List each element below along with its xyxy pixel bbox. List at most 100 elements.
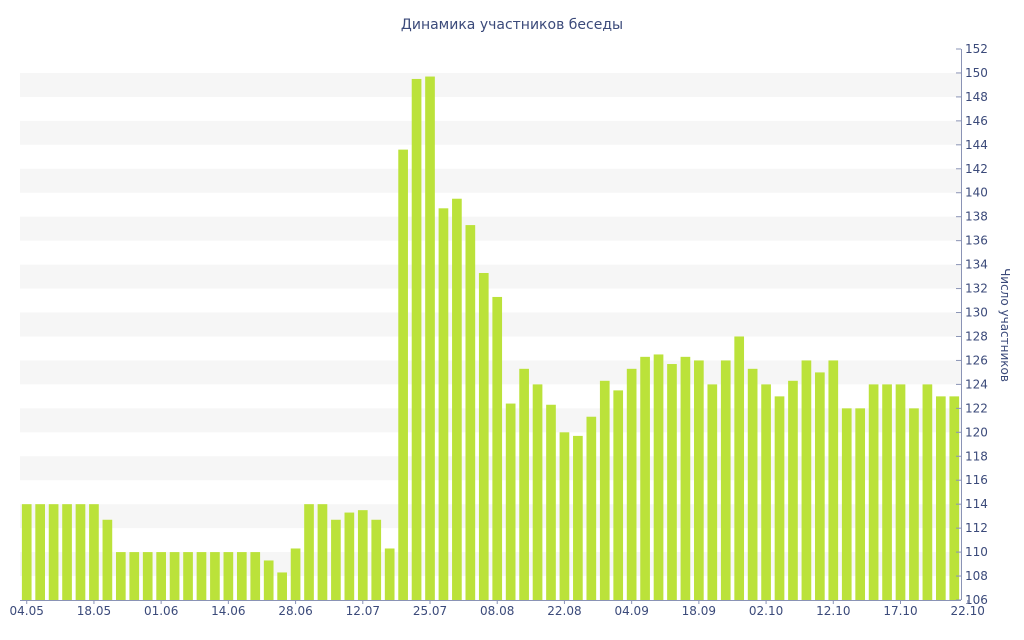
y-tick-label: 122 <box>965 401 988 415</box>
grid-band <box>20 120 961 145</box>
bar <box>48 504 59 600</box>
bar <box>882 384 892 600</box>
bar <box>142 552 153 600</box>
y-tick-label: 138 <box>965 210 988 224</box>
x-tick-label: 18.09 <box>682 604 716 618</box>
bar <box>909 408 919 600</box>
y-tick-label: 136 <box>965 234 988 248</box>
bar <box>223 552 234 600</box>
bar <box>465 225 476 600</box>
bar <box>357 510 368 600</box>
bar <box>788 380 798 600</box>
bar <box>546 404 556 600</box>
y-tick-label: 152 <box>965 42 988 56</box>
x-tick-label: 22.08 <box>547 604 581 618</box>
bar <box>102 519 113 600</box>
bar <box>841 408 852 600</box>
y-tick-label: 112 <box>965 521 988 535</box>
bar <box>626 368 637 600</box>
bar <box>519 368 529 600</box>
bar <box>21 504 32 600</box>
bar <box>922 384 933 600</box>
grid-band <box>20 72 961 97</box>
y-tick-label: 132 <box>965 282 988 296</box>
x-tick-label: 17.10 <box>883 604 917 618</box>
y-tick-label: 150 <box>965 66 988 80</box>
y-tick-label: 146 <box>965 114 988 128</box>
bar <box>801 360 812 600</box>
bar <box>317 504 328 600</box>
bar <box>304 504 314 600</box>
bar <box>653 354 664 600</box>
x-tick-label: 18.05 <box>77 604 111 618</box>
bar <box>936 396 946 600</box>
y-tick-label: 124 <box>965 377 988 391</box>
y-tick-label: 144 <box>965 138 988 152</box>
y-tick-label: 142 <box>965 162 988 176</box>
bar <box>949 396 960 600</box>
chart-title: Динамика участников беседы <box>401 17 623 33</box>
bar <box>371 519 382 600</box>
bar <box>250 552 261 600</box>
bar <box>505 403 516 600</box>
bar <box>438 208 449 600</box>
x-tick-label: 08.08 <box>480 604 514 618</box>
bar-series <box>21 76 960 601</box>
bar <box>344 512 355 600</box>
bar <box>855 408 866 600</box>
x-tick-label: 14.06 <box>211 604 245 618</box>
bar <box>774 396 785 600</box>
bar <box>667 364 677 600</box>
bar <box>331 519 341 600</box>
bar <box>75 504 86 600</box>
y-tick-label: 108 <box>965 569 988 583</box>
y-axis: 106 108 110 112 114 116 118 120 122 124 126 128 130 1… <box>956 42 988 607</box>
bar <box>492 296 503 600</box>
x-tick-label: 28.06 <box>278 604 312 618</box>
y-tick-label: 110 <box>965 545 988 559</box>
bar <box>747 368 758 600</box>
x-tick-label: 04.09 <box>614 604 648 618</box>
y-tick-label: 134 <box>965 258 988 272</box>
bar <box>532 384 543 600</box>
bar <box>425 76 435 601</box>
grid-band <box>20 216 961 241</box>
bar <box>828 360 839 600</box>
bar <box>290 548 301 600</box>
bar <box>868 384 879 600</box>
bar <box>694 360 704 600</box>
x-tick-label: 25.07 <box>413 604 447 618</box>
bar <box>196 552 207 600</box>
bar <box>640 356 650 600</box>
bar <box>720 360 731 600</box>
grid-bands <box>20 72 961 577</box>
bar <box>734 336 745 600</box>
y-tick-label: 148 <box>965 90 988 104</box>
bar <box>599 380 610 600</box>
bar <box>707 384 718 600</box>
bar <box>129 552 140 600</box>
y-tick-label: 116 <box>965 473 988 487</box>
bar <box>89 504 99 600</box>
x-tick-label: 01.06 <box>144 604 178 618</box>
bar <box>35 504 45 600</box>
y-tick-label: 120 <box>965 425 988 439</box>
y-tick-label: 130 <box>965 306 988 320</box>
y-tick-label: 118 <box>965 449 988 463</box>
x-tick-label: 12.10 <box>816 604 850 618</box>
bar <box>613 390 624 600</box>
y-tick-label: 114 <box>965 497 988 511</box>
bar <box>680 356 691 600</box>
bar <box>573 435 583 600</box>
bar <box>478 272 489 600</box>
bar <box>411 78 422 600</box>
bar <box>761 384 771 600</box>
bar <box>169 552 180 600</box>
x-tick-label: 04.05 <box>10 604 44 618</box>
bar <box>183 552 193 600</box>
y-tick-label: 128 <box>965 329 988 343</box>
y-tick-label: 126 <box>965 353 988 367</box>
bar <box>815 372 825 600</box>
y-tick-label: 106 <box>965 593 988 607</box>
